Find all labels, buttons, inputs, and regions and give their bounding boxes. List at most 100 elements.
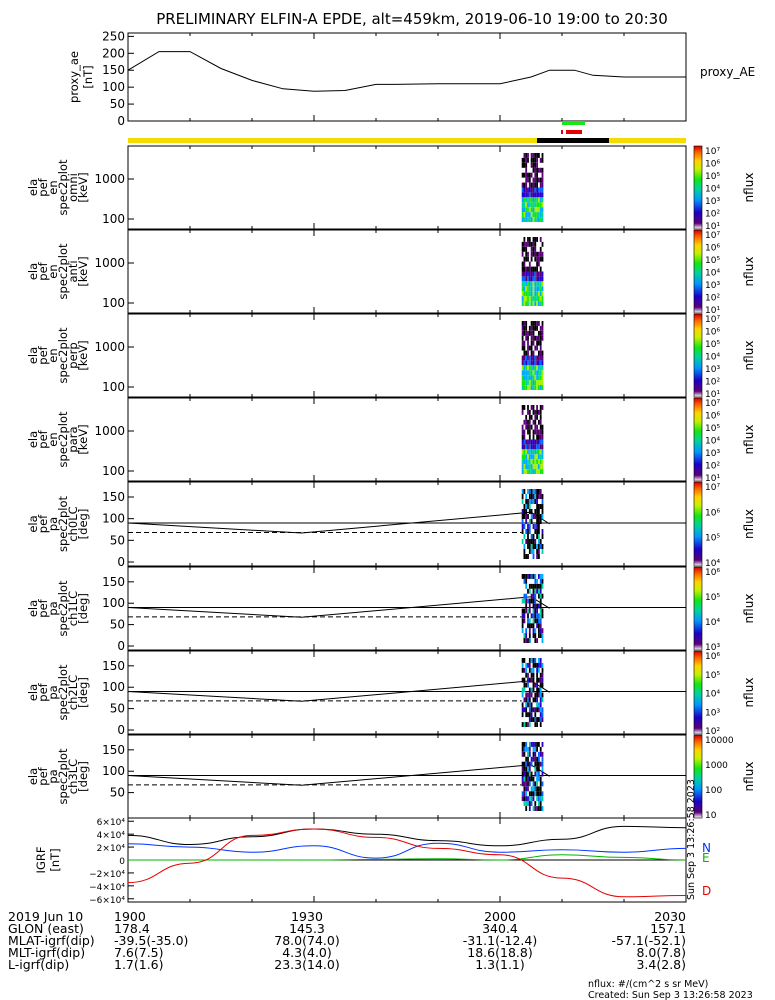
heatmap-cell	[521, 375, 524, 381]
heatmap-cell	[521, 761, 524, 767]
heatmap-cell	[532, 539, 535, 544]
colorbar	[693, 313, 703, 398]
heatmap-cell	[532, 524, 535, 529]
legend-E: E	[702, 851, 710, 865]
spec-ylabel: ela	[26, 684, 40, 701]
heatmap-cell	[532, 162, 535, 168]
heatmap-cell	[538, 469, 540, 474]
heatmap-cell	[523, 212, 526, 217]
heatmap-cell	[532, 588, 535, 594]
ephemeris-table: 2019 Jun 10 1900 1930 2000 2030 GLON (east) 17…	[8, 909, 686, 972]
heatmap-cell	[527, 365, 529, 371]
heatmap-cell	[521, 742, 524, 747]
heatmap-cell	[536, 707, 538, 713]
heatmap-cell	[532, 202, 535, 208]
heatmap-cell	[536, 429, 538, 435]
colorbar	[693, 650, 703, 735]
heatmap-cell	[523, 771, 526, 777]
heatmap-cell	[525, 360, 528, 366]
heatmap-cell	[534, 365, 537, 371]
heatmap-cell	[530, 360, 533, 366]
heatmap-cell	[523, 380, 526, 385]
heatmap-cell	[541, 271, 544, 277]
heatmap-cell	[532, 360, 535, 366]
ephemeris-value: -31.1(-12.4)	[463, 933, 537, 948]
heatmap-cell	[538, 380, 540, 385]
heatmap-cell	[521, 667, 524, 673]
heatmap-cell	[541, 796, 544, 802]
heatmap-cell	[530, 489, 533, 494]
heatmap-cell	[532, 370, 535, 376]
colorbar-tick-label: 10⁶	[705, 328, 720, 338]
heatmap-cell	[534, 781, 537, 787]
heatmap-cell	[539, 385, 542, 390]
spec-ytick-label: 0	[117, 723, 125, 737]
heatmap-cell	[541, 806, 544, 811]
heatmap-cell	[528, 355, 531, 361]
heatmap-cell	[532, 633, 535, 638]
heatmap-cell	[521, 677, 524, 683]
heatmap-cell	[528, 519, 531, 524]
heatmap-cell	[530, 365, 533, 371]
heatmap-cell	[538, 588, 540, 594]
heatmap-cell	[528, 509, 531, 514]
colorbar-tick-label: 10⁵	[705, 256, 720, 266]
heatmap-cell	[538, 335, 540, 341]
heatmap-cell	[528, 796, 531, 802]
heatmap-cell	[538, 375, 540, 381]
heatmap-cell	[528, 667, 531, 673]
heatmap-cell	[530, 459, 533, 465]
heatmap-cell	[534, 192, 537, 198]
heatmap-cell	[541, 692, 544, 698]
spec-ylabel: ela	[26, 600, 40, 617]
heatmap-cell	[541, 682, 544, 688]
spec-ylabel: pa	[46, 685, 60, 699]
heatmap-cell	[541, 677, 544, 683]
heatmap-cell	[521, 291, 524, 297]
heatmap-cell	[528, 658, 531, 663]
heatmap-cell	[525, 212, 528, 217]
heatmap-cell	[536, 409, 538, 415]
heatmap-cell	[523, 266, 526, 272]
heatmap-cell	[521, 276, 524, 282]
heatmap-cell	[527, 172, 529, 178]
heatmap-cell	[527, 281, 529, 287]
heatmap-cell	[521, 182, 524, 188]
colorbar-tick-label: 10³	[705, 708, 720, 718]
heatmap-cell	[530, 217, 533, 222]
heatmap-cell	[525, 167, 528, 173]
heatmap-cell	[532, 192, 535, 198]
heatmap-cell	[527, 241, 529, 247]
heatmap-cell	[525, 459, 528, 465]
spec-ylabel: pef	[36, 429, 50, 448]
heatmap-cell	[534, 251, 537, 257]
heatmap-cell	[527, 177, 529, 183]
heatmap-cell	[539, 429, 542, 435]
heatmap-cell	[523, 801, 526, 806]
heatmap-cell	[523, 187, 526, 193]
heatmap-cell	[523, 761, 526, 767]
heatmap-cell	[523, 385, 526, 390]
igrf-lines	[127, 825, 687, 898]
heatmap-cell	[525, 281, 528, 287]
proxy-ae-ticks: 250 200 150 100 50 0	[102, 29, 134, 128]
heatmap-cell	[521, 241, 524, 247]
heatmap-cell	[539, 405, 542, 410]
heatmap-cell	[534, 172, 537, 178]
heatmap-cell	[538, 544, 540, 549]
heatmap-cell	[534, 271, 537, 277]
heatmap-cell	[521, 499, 524, 504]
heatmap-cell	[525, 162, 528, 168]
status-flag-green	[562, 121, 585, 125]
heatmap-cell	[521, 464, 524, 469]
spec-ytick-label: 100	[102, 764, 125, 778]
heatmap-cell	[539, 746, 542, 752]
heatmap-cell	[536, 761, 538, 767]
heatmap-cell	[521, 771, 524, 777]
heatmap-cell	[532, 271, 535, 277]
heatmap-cell	[525, 494, 528, 499]
heatmap-cell	[530, 786, 533, 792]
heatmap-cell	[532, 439, 535, 445]
heatmap-cell	[521, 702, 524, 708]
heatmap-cell	[541, 771, 544, 777]
